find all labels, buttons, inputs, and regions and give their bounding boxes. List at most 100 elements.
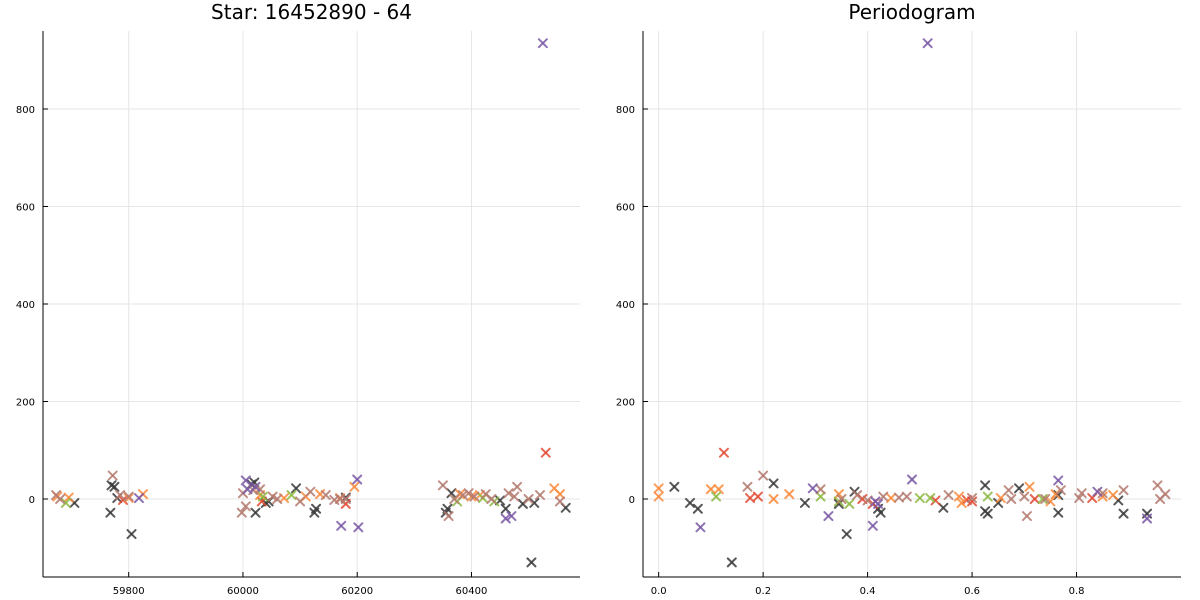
data-point bbox=[320, 490, 331, 501]
data-point bbox=[907, 474, 917, 485]
data-point bbox=[967, 493, 978, 504]
data-point bbox=[500, 503, 511, 514]
light-curve-panel: 59800 60000 60200 60400 0 200 400 600 800 Star: 1… bbox=[16, 0, 580, 597]
data-point bbox=[807, 483, 818, 494]
data-point bbox=[555, 496, 566, 507]
data-point bbox=[967, 496, 978, 507]
data-point bbox=[512, 481, 523, 492]
data-point bbox=[925, 493, 936, 504]
data-point bbox=[540, 447, 551, 458]
data-point bbox=[841, 529, 852, 540]
data-point bbox=[815, 491, 826, 502]
data-point bbox=[503, 488, 514, 499]
y-tick-label: 600 bbox=[16, 203, 35, 214]
data-point bbox=[752, 491, 763, 502]
chart-title: Periodogram bbox=[848, 0, 975, 24]
y-tick-label: 800 bbox=[616, 105, 635, 116]
data-point bbox=[555, 489, 566, 500]
data-point bbox=[123, 493, 134, 504]
data-point bbox=[768, 494, 779, 504]
data-point bbox=[257, 491, 268, 502]
data-point bbox=[63, 492, 74, 503]
data-point bbox=[685, 497, 696, 508]
data-point bbox=[446, 488, 457, 499]
data-point bbox=[349, 481, 360, 492]
data-point bbox=[1014, 483, 1025, 494]
data-point bbox=[1045, 496, 1056, 507]
chart-title: Star: 16452890 - 64 bbox=[211, 0, 412, 24]
data-point bbox=[1108, 490, 1119, 501]
data-point bbox=[784, 489, 795, 500]
series bbox=[133, 38, 548, 533]
data-point bbox=[336, 520, 347, 531]
data-point bbox=[295, 496, 306, 507]
data-point bbox=[758, 470, 769, 481]
data-point bbox=[1006, 494, 1017, 504]
data-point bbox=[799, 497, 810, 508]
data-point bbox=[954, 491, 965, 502]
data-point bbox=[286, 490, 297, 501]
data-point bbox=[1019, 491, 1030, 502]
data-point bbox=[823, 511, 834, 522]
data-point bbox=[509, 491, 520, 502]
data-point bbox=[109, 481, 120, 492]
data-point bbox=[726, 557, 737, 568]
data-point bbox=[1003, 485, 1014, 496]
x-tick-label: 0.6 bbox=[964, 586, 980, 597]
data-point bbox=[653, 491, 664, 502]
data-point bbox=[1118, 508, 1129, 519]
y-tick-label: 200 bbox=[16, 398, 35, 409]
data-point bbox=[1074, 493, 1085, 504]
data-point bbox=[107, 470, 118, 481]
data-point bbox=[836, 494, 847, 504]
y-tick-label: 600 bbox=[616, 203, 635, 214]
data-point bbox=[653, 483, 664, 494]
data-point bbox=[55, 494, 66, 504]
data-point bbox=[862, 495, 873, 506]
data-point bbox=[437, 480, 448, 491]
data-point bbox=[938, 502, 949, 513]
data-point bbox=[742, 481, 753, 492]
data-point bbox=[1040, 494, 1051, 504]
data-point bbox=[1021, 511, 1032, 522]
data-point bbox=[272, 494, 283, 504]
data-point bbox=[893, 492, 904, 503]
data-point bbox=[126, 529, 137, 540]
data-point bbox=[117, 494, 128, 505]
y-tick-label: 400 bbox=[16, 300, 35, 311]
data-point bbox=[523, 494, 534, 504]
data-point bbox=[486, 494, 497, 504]
series bbox=[742, 470, 1171, 522]
data-point bbox=[1152, 480, 1163, 491]
data-point bbox=[982, 491, 993, 502]
data-point bbox=[500, 513, 511, 524]
data-point bbox=[250, 507, 261, 518]
data-point bbox=[1053, 507, 1064, 518]
data-point bbox=[695, 522, 706, 533]
x-tick-label: 0.0 bbox=[651, 586, 667, 597]
data-point bbox=[340, 494, 351, 504]
data-point bbox=[123, 491, 134, 502]
y-tick-label: 800 bbox=[16, 105, 35, 116]
data-point bbox=[980, 480, 991, 491]
data-point bbox=[930, 495, 941, 506]
data-point bbox=[449, 494, 460, 504]
data-point bbox=[60, 497, 71, 508]
data-point bbox=[669, 481, 680, 492]
series bbox=[653, 481, 1119, 508]
data-point bbox=[982, 508, 993, 519]
data-point bbox=[1053, 490, 1064, 501]
data-point bbox=[250, 481, 261, 492]
data-point bbox=[236, 507, 247, 518]
periodogram-panel: 0.0 0.2 0.4 0.6 0.8 0 200 400 600 800 Periodogram bbox=[616, 0, 1181, 597]
data-point bbox=[457, 490, 468, 501]
series bbox=[695, 38, 1153, 533]
data-point bbox=[875, 507, 886, 518]
data-point bbox=[886, 493, 897, 504]
x-tick-label: 60400 bbox=[456, 586, 488, 597]
data-point bbox=[711, 491, 722, 502]
data-point bbox=[1160, 489, 1171, 500]
x-tick-label: 0.4 bbox=[860, 586, 876, 597]
data-point bbox=[943, 490, 954, 501]
y-tick-label: 400 bbox=[616, 300, 635, 311]
